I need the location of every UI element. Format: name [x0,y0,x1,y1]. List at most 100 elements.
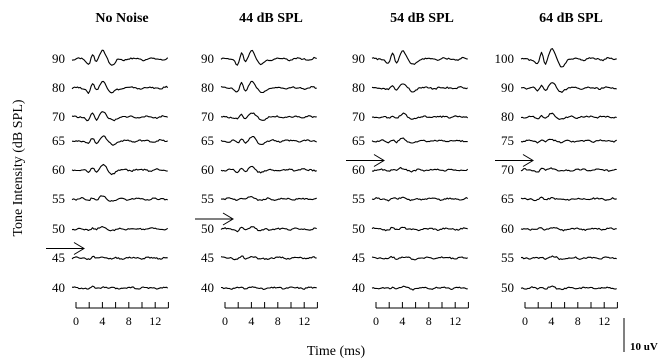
level-label: 65 [352,133,365,148]
level-label: 50 [501,280,514,295]
waveform-trace [71,135,168,146]
level-label: 75 [501,133,514,148]
waveform-trace [71,195,168,202]
panel-title: 54 dB SPL [390,11,454,26]
waveform-trace [371,226,468,232]
level-label: 40 [352,280,365,295]
level-label: 40 [52,280,65,295]
level-label: 65 [201,133,214,148]
level-label: 45 [201,250,214,265]
panel-1: No Noise 90 80 70 65 60 55 50 45 40 0 4 8 12 [46,11,169,328]
level-label: 80 [352,80,365,95]
waveform-trace [220,112,317,121]
waveform-trace [71,225,169,232]
x-axis-label: Time (ms) [307,344,366,359]
waveform-trace [71,111,168,122]
panel-2: 44 dB SPL 90 80 70 65 60 55 50 45 40 0 4 8 12 [195,11,318,328]
level-label: 65 [501,191,514,206]
level-label: 50 [352,221,365,236]
panel-4: 64 dB SPL 100 90 80 75 70 65 60 55 50 0 4 8 12 [495,11,618,328]
waveform-trace [520,48,617,68]
level-label: 80 [52,80,65,95]
level-label: 55 [352,191,365,206]
waveform-trace [220,135,317,145]
waveform-trace [520,226,617,232]
panel-title: No Noise [95,11,148,26]
waveform-trace [371,50,468,65]
time-tick-label: 0 [222,314,228,328]
time-tick-label: 12 [598,314,610,328]
threshold-arrow [195,212,234,226]
waveform-trace [520,82,617,93]
time-tick-label: 4 [99,314,105,328]
level-label: 55 [52,191,65,206]
level-label: 40 [201,280,214,295]
threshold-arrow [46,242,85,255]
panel-3: 54 dB SPL 90 80 70 65 60 55 50 45 40 0 4 8 12 [346,11,469,328]
waveform-trace [371,196,469,202]
time-tick-label: 12 [298,314,310,328]
waveform-trace [71,80,169,94]
waveform-trace [71,163,168,176]
waveform-trace [220,255,317,261]
waveform-trace [220,226,317,233]
waveform-trace [520,285,617,291]
waveform-trace [371,166,469,173]
threshold-arrow [346,154,385,167]
level-label: 100 [495,51,515,66]
time-tick-label: 12 [449,314,461,328]
time-tick-label: 12 [149,314,161,328]
level-label: 70 [352,109,365,124]
level-label: 65 [52,133,65,148]
level-label: 55 [501,250,514,265]
level-label: 50 [201,221,214,236]
waveform-trace [520,112,617,120]
time-tick-label: 0 [522,314,528,328]
time-tick-label: 0 [73,314,79,328]
waveform-trace [371,83,468,93]
level-label: 60 [201,162,214,177]
time-tick-label: 4 [548,314,554,328]
waveform-trace [520,167,617,173]
waveform-trace [371,285,468,291]
waveform-trace [221,195,317,201]
threshold-arrow [495,154,534,167]
level-label: 60 [52,162,65,177]
time-tick-label: 8 [575,314,581,328]
waveform-trace [520,196,617,202]
waveform-trace [371,255,468,261]
level-label: 90 [352,51,365,66]
level-label: 50 [52,221,65,236]
waveform-trace [371,112,469,120]
level-label: 70 [201,109,214,124]
waveform-trace [220,49,317,66]
time-tick-label: 4 [399,314,405,328]
y-axis-label: Tone Intensity (dB SPL) [11,99,26,236]
level-label: 45 [352,250,365,265]
level-label: 70 [501,162,514,177]
level-label: 90 [201,51,214,66]
level-label: 55 [201,191,214,206]
level-label: 80 [201,80,214,95]
waveform-trace [371,137,468,144]
waveform-trace [520,255,617,261]
waveform-trace [520,138,617,144]
level-label: 70 [52,109,65,124]
waveform-trace [220,286,317,291]
scale-bar-label: 10 uV [630,341,658,353]
level-label: 90 [501,80,514,95]
panel-title: 64 dB SPL [539,11,603,26]
waveform-trace [220,80,317,94]
time-tick-label: 8 [126,314,132,328]
time-tick-label: 8 [275,314,281,328]
waveform-trace [220,165,317,174]
panel-title: 44 dB SPL [239,11,303,26]
level-label: 45 [52,250,65,265]
waveform-trace [71,285,168,290]
level-label: 60 [352,162,365,177]
waveform-trace [71,49,169,66]
waveform-trace [71,255,168,261]
time-tick-label: 4 [248,314,254,328]
